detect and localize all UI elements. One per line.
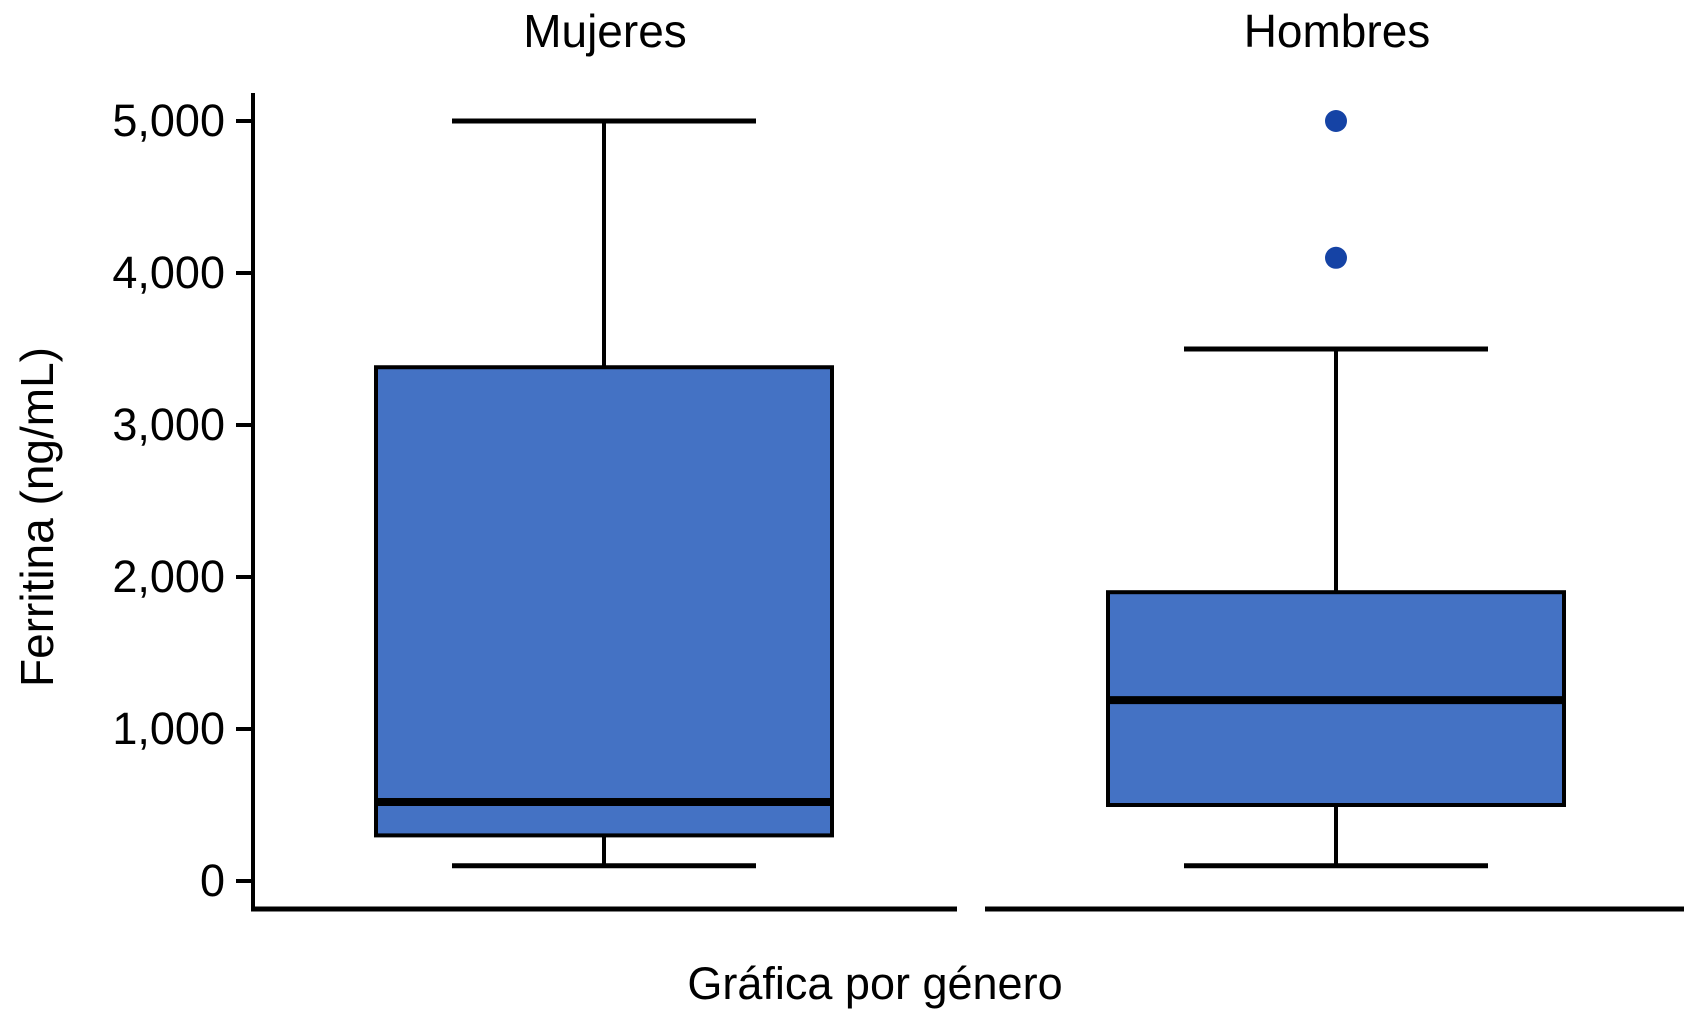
group-title-mujeres: Mujeres [523, 5, 687, 57]
y-tick-label: 1,000 [112, 703, 225, 754]
x-axis-label: Gráfica por género [687, 958, 1063, 1009]
outlier-point-hombres [1325, 246, 1347, 269]
iqr-box-mujeres [374, 365, 834, 838]
y-tick-label: 5,000 [112, 95, 225, 146]
y-tick-label: 3,000 [112, 399, 225, 450]
outlier-point-hombres [1325, 110, 1347, 132]
group-title-hombres: Hombres [1243, 5, 1431, 57]
y-tick-label: 4,000 [112, 247, 225, 298]
y-tick-label: 2,000 [112, 551, 225, 602]
y-tick-label: 0 [199, 855, 225, 906]
